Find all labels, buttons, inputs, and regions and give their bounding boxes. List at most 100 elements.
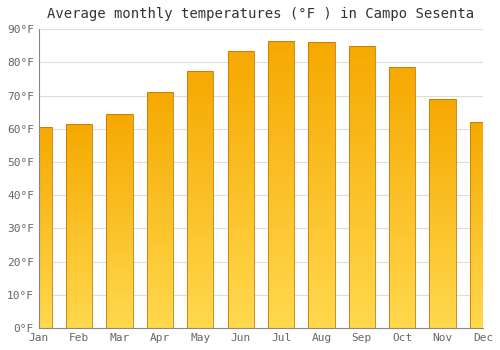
Bar xyxy=(147,149,173,151)
Bar xyxy=(187,308,214,310)
Bar xyxy=(26,131,52,133)
Bar xyxy=(308,51,334,54)
Bar xyxy=(470,198,496,201)
Bar xyxy=(470,318,496,320)
Bar xyxy=(470,314,496,316)
Bar xyxy=(470,262,496,264)
Bar xyxy=(389,93,415,96)
Bar xyxy=(147,102,173,104)
Bar xyxy=(106,257,132,260)
Bar xyxy=(187,109,214,112)
Bar xyxy=(430,108,456,110)
Bar xyxy=(187,313,214,315)
Bar xyxy=(66,236,92,238)
Bar xyxy=(26,129,52,131)
Bar xyxy=(389,75,415,78)
Bar xyxy=(430,298,456,301)
Bar xyxy=(66,302,92,304)
Bar xyxy=(470,252,496,254)
Bar xyxy=(26,127,52,129)
Bar xyxy=(389,218,415,221)
Bar xyxy=(26,210,52,211)
Bar xyxy=(26,270,52,272)
Bar xyxy=(470,281,496,283)
Bar xyxy=(268,317,294,320)
Bar xyxy=(389,271,415,273)
Bar xyxy=(389,190,415,193)
Bar xyxy=(66,214,92,216)
Bar xyxy=(430,268,456,271)
Bar xyxy=(348,226,375,229)
Bar xyxy=(430,317,456,319)
Bar xyxy=(308,314,334,317)
Bar xyxy=(228,287,254,289)
Bar xyxy=(26,133,52,135)
Bar xyxy=(147,92,173,94)
Bar xyxy=(308,219,334,223)
Bar xyxy=(106,253,132,255)
Bar xyxy=(308,71,334,74)
Bar xyxy=(26,278,52,280)
Bar xyxy=(470,291,496,293)
Bar xyxy=(228,273,254,275)
Bar xyxy=(389,70,415,72)
Bar xyxy=(348,178,375,181)
Bar xyxy=(430,177,456,179)
Bar xyxy=(430,252,456,255)
Bar xyxy=(66,181,92,183)
Bar xyxy=(470,237,496,240)
Bar xyxy=(268,273,294,276)
Bar xyxy=(106,320,132,322)
Bar xyxy=(470,264,496,266)
Bar xyxy=(187,114,214,117)
Bar xyxy=(470,295,496,297)
Bar xyxy=(106,260,132,262)
Bar xyxy=(187,284,214,287)
Bar xyxy=(348,63,375,65)
Bar xyxy=(470,155,496,157)
Bar xyxy=(470,287,496,289)
Bar xyxy=(66,187,92,189)
Bar xyxy=(470,200,496,203)
Bar xyxy=(430,165,456,168)
Bar xyxy=(26,139,52,141)
Bar xyxy=(106,139,132,142)
Bar xyxy=(228,62,254,64)
Bar xyxy=(389,320,415,323)
Bar xyxy=(106,215,132,217)
Bar xyxy=(389,302,415,305)
Bar xyxy=(187,135,214,138)
Bar xyxy=(66,293,92,295)
Bar xyxy=(348,91,375,94)
Bar xyxy=(66,220,92,222)
Bar xyxy=(187,248,214,251)
Bar xyxy=(268,170,294,173)
Bar xyxy=(389,237,415,239)
Bar xyxy=(147,274,173,276)
Bar xyxy=(268,153,294,156)
Bar xyxy=(147,302,173,304)
Bar xyxy=(389,304,415,307)
Bar xyxy=(430,195,456,197)
Bar xyxy=(228,223,254,225)
Bar xyxy=(26,141,52,143)
Bar xyxy=(348,51,375,54)
Bar xyxy=(430,117,456,119)
Title: Average monthly temperatures (°F ) in Campo Sesenta: Average monthly temperatures (°F ) in Ca… xyxy=(48,7,474,21)
Bar xyxy=(348,161,375,164)
Bar xyxy=(147,146,173,149)
Bar xyxy=(147,158,173,161)
Bar xyxy=(430,230,456,232)
Bar xyxy=(268,52,294,55)
Bar xyxy=(228,67,254,70)
Bar xyxy=(228,250,254,253)
Bar xyxy=(268,90,294,92)
Bar xyxy=(26,250,52,252)
Bar xyxy=(430,225,456,227)
Bar xyxy=(66,150,92,152)
Bar xyxy=(308,148,334,151)
Bar xyxy=(348,48,375,51)
Bar xyxy=(430,131,456,133)
Bar xyxy=(470,134,496,136)
Bar xyxy=(348,209,375,212)
